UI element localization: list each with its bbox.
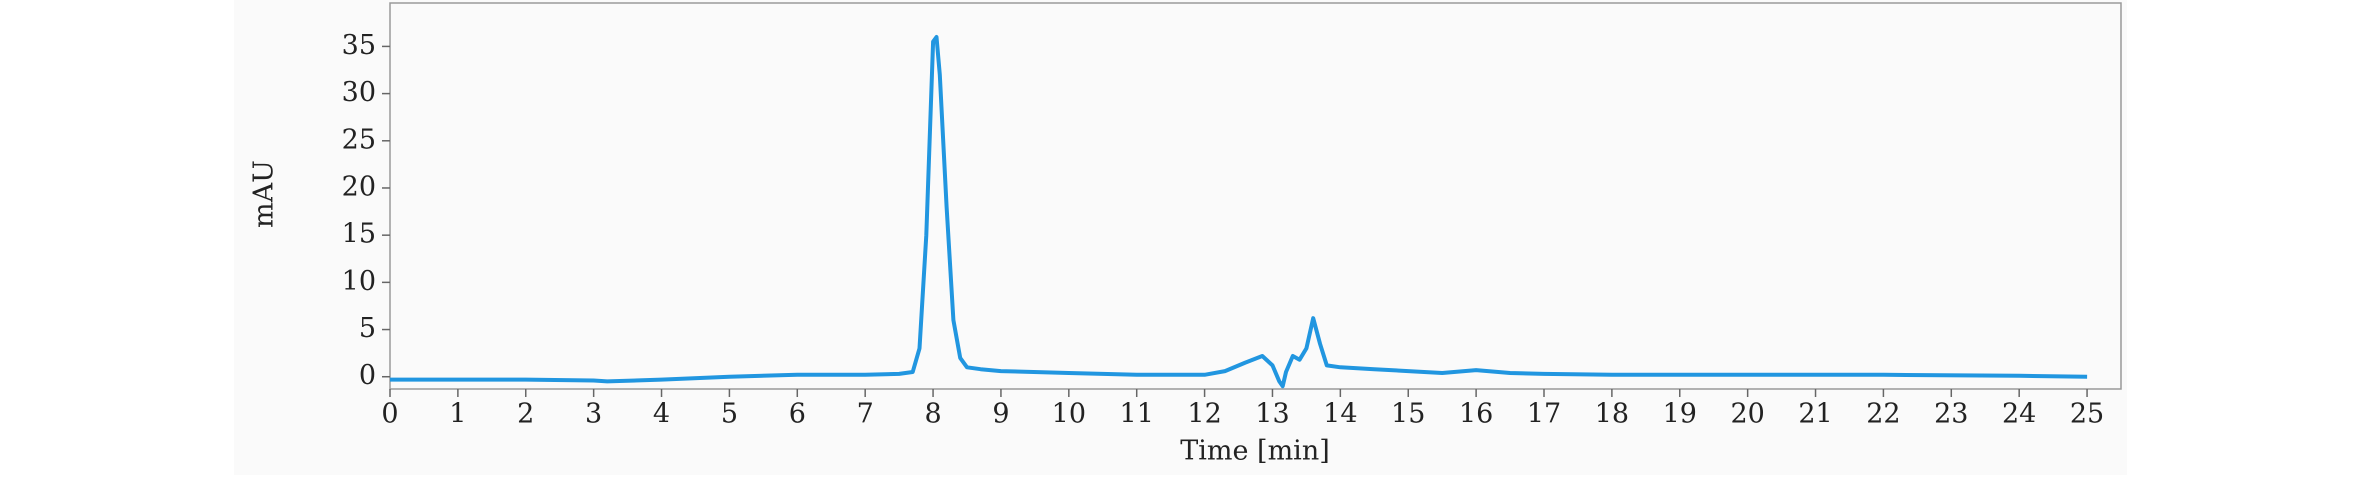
x-tick-label: 20 [1730, 399, 1764, 430]
x-tick-label: 10 [1052, 399, 1086, 430]
x-tick-label: 23 [1934, 399, 1968, 430]
y-tick-label: 0 [359, 360, 376, 391]
x-tick-label: 15 [1391, 399, 1425, 430]
plot-frame [389, 2, 2122, 390]
y-tick-label: 30 [342, 77, 376, 108]
x-tick-label: 3 [585, 399, 602, 430]
x-tick-label: 14 [1323, 399, 1357, 430]
y-axis-label: mAU [249, 160, 280, 228]
y-tick-label: 35 [342, 30, 376, 61]
x-tick-label: 17 [1527, 399, 1561, 430]
data-line [390, 35, 2088, 389]
x-axis-label: Time [min] [1180, 436, 1330, 467]
x-tick-label: 2 [517, 399, 534, 430]
x-tick-label: 19 [1663, 399, 1697, 430]
panel [234, 0, 2127, 475]
y-tick-label: 15 [342, 219, 376, 250]
y-tick-label: 5 [359, 313, 376, 344]
x-tick-label: 4 [653, 399, 670, 430]
x-tick-label: 11 [1120, 399, 1154, 430]
x-tick-label: 9 [992, 399, 1009, 430]
x-tick-label: 13 [1255, 399, 1289, 430]
x-tick-label: 18 [1595, 399, 1629, 430]
x-tick-label: 5 [721, 399, 738, 430]
x-tick-label: 16 [1459, 399, 1493, 430]
y-tick-label: 20 [342, 171, 376, 202]
x-tick-label: 21 [1798, 399, 1832, 430]
x-tick-label: 8 [924, 399, 941, 430]
x-tick-label: 6 [789, 399, 806, 430]
x-tick-label: 12 [1187, 399, 1221, 430]
x-tick-label: 25 [2070, 399, 2104, 430]
x-tick-label: 7 [857, 399, 874, 430]
y-tick-label: 10 [342, 266, 376, 297]
x-tick-label: 24 [2002, 399, 2036, 430]
x-tick-label: 0 [381, 399, 398, 430]
x-tick-label: 22 [1866, 399, 1900, 430]
x-tick-label: 1 [449, 399, 466, 430]
y-tick-label: 25 [342, 124, 376, 155]
